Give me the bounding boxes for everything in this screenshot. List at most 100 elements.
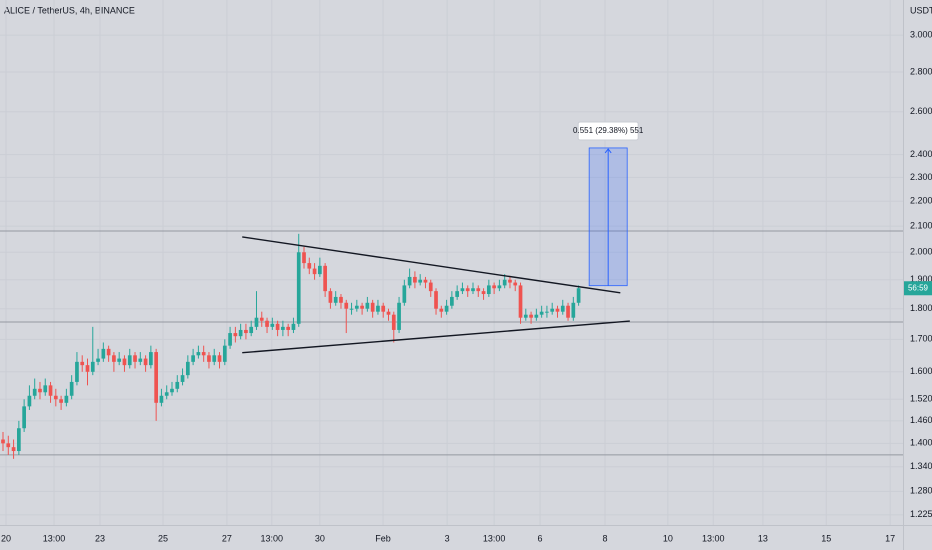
candle-body xyxy=(460,288,465,292)
y-tick-label: 1.700 xyxy=(910,334,932,344)
countdown-label: 56:59 xyxy=(908,283,929,292)
candle-body xyxy=(518,285,523,318)
x-tick-label: 13 xyxy=(758,533,768,543)
trend-line xyxy=(242,236,621,294)
candle-body xyxy=(22,406,26,429)
candle-body xyxy=(233,333,238,337)
y-tick-label: 2.400 xyxy=(910,149,932,159)
x-tick-label: 15 xyxy=(821,533,831,543)
candle-body xyxy=(270,323,275,327)
candle-body xyxy=(196,352,201,356)
candle-body xyxy=(48,385,53,396)
measure-label-box xyxy=(577,121,639,141)
candle-body xyxy=(38,388,42,393)
candle-body xyxy=(244,329,248,334)
candle-body xyxy=(170,388,174,393)
y-tick-label: 3.000 xyxy=(910,29,932,39)
measure-arrowhead xyxy=(604,148,612,154)
candle-body xyxy=(17,428,21,452)
candle-body xyxy=(576,288,581,303)
candle-body xyxy=(545,311,549,313)
x-tick-label: 8 xyxy=(603,533,608,543)
y-tick-label: 1.600 xyxy=(910,366,932,376)
candle-body xyxy=(455,291,459,297)
candle-body xyxy=(217,355,222,362)
candle-body xyxy=(80,361,85,366)
candle-body xyxy=(106,348,111,356)
x-tick-label: 10 xyxy=(663,533,673,543)
candle-body xyxy=(465,288,470,292)
candle-body xyxy=(59,399,63,403)
y-tick-label: 2.100 xyxy=(910,221,932,231)
candle-body xyxy=(333,296,338,303)
candle-body xyxy=(96,358,100,362)
candle-body xyxy=(312,268,317,275)
x-tick-label: 20 xyxy=(1,533,11,543)
candle-body xyxy=(492,285,496,289)
candle-body xyxy=(228,333,232,346)
candle-body xyxy=(207,355,211,362)
candle-body xyxy=(323,265,327,292)
x-tick-label: 6 xyxy=(538,533,543,543)
candle-body xyxy=(191,355,195,362)
y-tick-label: 1.520 xyxy=(910,394,932,404)
y-tick-label: 1.400 xyxy=(910,438,932,448)
candle-body xyxy=(64,395,69,403)
candle-body xyxy=(539,311,544,315)
x-tick-label: 27 xyxy=(222,533,232,543)
candle-body xyxy=(486,285,491,295)
candle-body xyxy=(112,355,116,362)
candle-body xyxy=(360,305,364,309)
candle-body xyxy=(444,305,449,312)
candle-body xyxy=(265,320,269,327)
candle-body xyxy=(476,288,481,292)
candle-body xyxy=(154,352,158,403)
candle-body xyxy=(418,279,423,283)
candle-body xyxy=(249,326,254,334)
candle-body xyxy=(354,305,359,309)
y-tick-label: 1.900 xyxy=(910,274,932,284)
x-tick-label: Feb xyxy=(375,533,391,543)
candle-body xyxy=(370,302,375,312)
candle-body xyxy=(201,352,206,356)
x-tick-label: 23 xyxy=(95,533,105,543)
candle-body xyxy=(344,302,349,309)
candle-body xyxy=(307,263,312,269)
candle-body xyxy=(281,326,285,330)
candle-body xyxy=(571,302,576,318)
candle-body xyxy=(286,326,291,330)
y-tick-label: 1.460 xyxy=(910,415,932,425)
candle-body xyxy=(138,358,143,362)
candle-body xyxy=(508,279,512,283)
y-tick-label: 1.340 xyxy=(910,461,932,471)
candle-body xyxy=(122,358,127,366)
measure-label: 0.551 (29.38%) 551 xyxy=(573,126,644,135)
candle-body xyxy=(391,314,396,330)
candle-body xyxy=(386,311,391,315)
candle-body xyxy=(318,265,322,275)
candle-body xyxy=(133,355,137,362)
currency-label: USDT xyxy=(910,5,932,15)
x-tick-label: 13:00 xyxy=(483,533,506,543)
y-tick-label: 1.800 xyxy=(910,303,932,313)
candle-body xyxy=(513,282,518,286)
candle-body xyxy=(6,443,11,448)
y-tick-label: 1.280 xyxy=(910,486,932,496)
y-tick-label: 2.300 xyxy=(910,172,932,182)
candle-body xyxy=(428,282,433,292)
candle-body xyxy=(53,395,58,400)
x-tick-label: 13:00 xyxy=(261,533,284,543)
candle-body xyxy=(302,252,306,264)
candle-body xyxy=(365,302,370,309)
candle-body xyxy=(69,381,74,396)
candle-body xyxy=(328,291,333,303)
candle-body xyxy=(434,291,438,309)
candle-body xyxy=(471,288,475,292)
chart-title: ALICE / TetherUS, 4h, BINANCE xyxy=(4,5,135,15)
candle-body xyxy=(149,352,153,366)
candle-body xyxy=(185,361,190,376)
candle-body xyxy=(407,276,412,286)
candle-body xyxy=(222,345,227,362)
